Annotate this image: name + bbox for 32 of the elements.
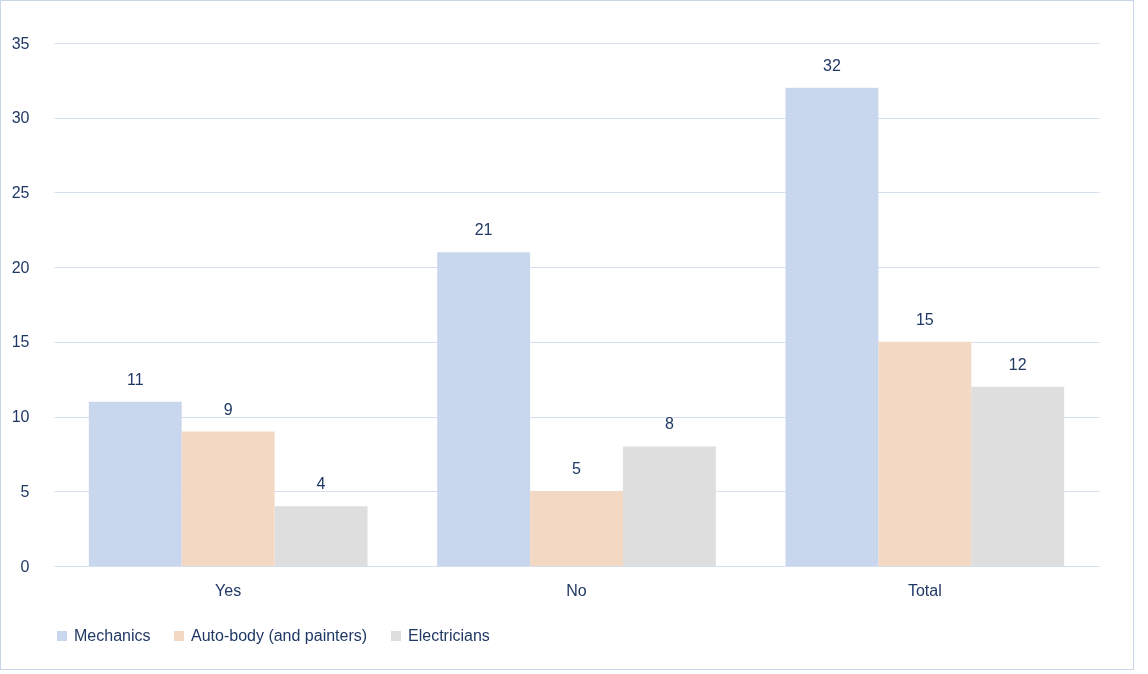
y-tick-label: 25 <box>11 183 30 201</box>
x-tick-label: No <box>566 581 587 599</box>
data-label: 9 <box>223 400 233 418</box>
data-label: 5 <box>572 460 582 478</box>
bar <box>437 252 531 566</box>
legend-label: Auto-body (and painters) <box>191 627 368 644</box>
bar <box>530 491 623 566</box>
data-label: 11 <box>126 370 144 388</box>
bar <box>622 446 716 566</box>
x-tick-label: Total <box>907 581 942 599</box>
data-label: 21 <box>474 221 493 239</box>
y-tick-label: 5 <box>20 482 30 500</box>
bar <box>785 87 879 566</box>
data-label: 4 <box>316 475 326 493</box>
legend-label: Mechanics <box>74 627 151 644</box>
y-tick-label: 35 <box>11 34 30 52</box>
data-label: 32 <box>823 56 841 74</box>
data-label: 15 <box>915 310 934 328</box>
data-label: 12 <box>1008 355 1027 373</box>
bar <box>878 341 972 566</box>
y-tick-label: 30 <box>11 109 30 127</box>
x-tick-label: Yes <box>215 581 242 599</box>
bar <box>88 401 182 566</box>
legend-label: Electricians <box>408 627 490 644</box>
y-tick-label: 0 <box>20 557 30 575</box>
y-tick-label: 10 <box>11 408 30 426</box>
bar <box>181 431 275 566</box>
bar <box>274 506 368 566</box>
data-label: 8 <box>664 415 674 433</box>
y-tick-label: 20 <box>11 258 30 276</box>
y-tick-label: 15 <box>11 333 30 351</box>
bar <box>971 386 1065 566</box>
